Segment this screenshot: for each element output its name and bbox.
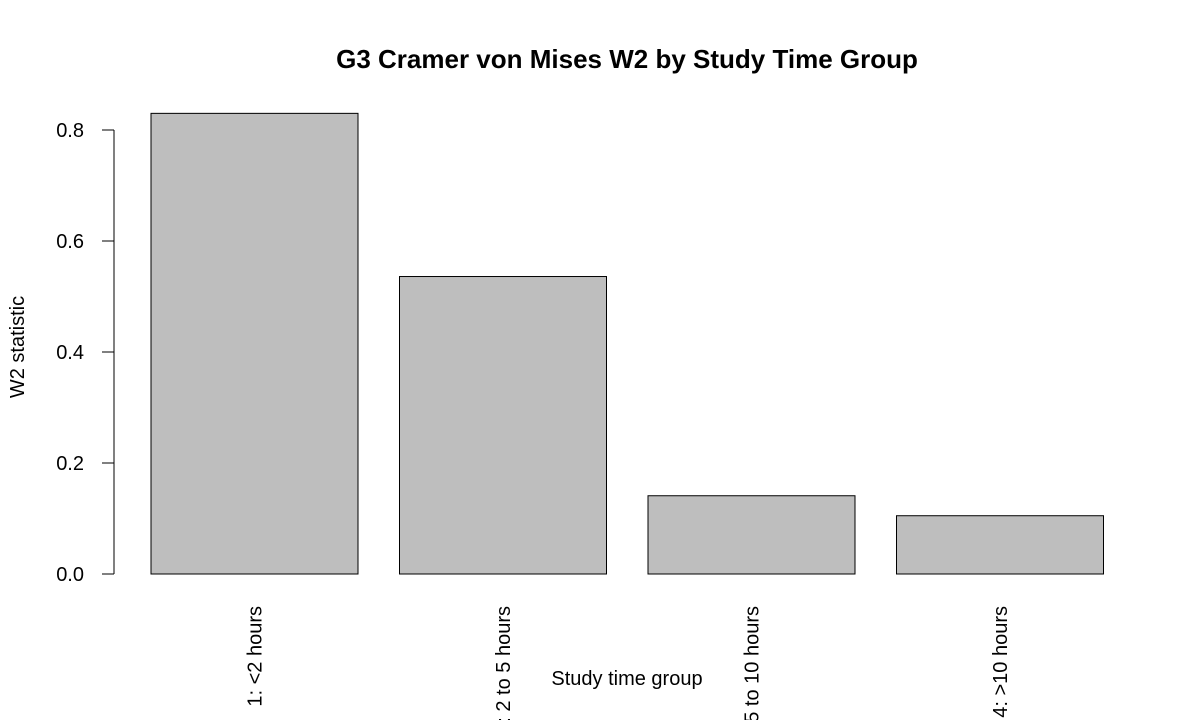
- chart-title: G3 Cramer von Mises W2 by Study Time Gro…: [336, 44, 918, 74]
- x-tick-label: 3: 5 to 10 hours: [742, 606, 764, 720]
- bar: [150, 112, 359, 575]
- y-tick-label: 0.6: [56, 231, 84, 253]
- x-axis-label: Study time group: [551, 668, 702, 690]
- bars-group: [150, 112, 1104, 575]
- bar: [647, 495, 856, 575]
- y-tick-label: 0.0: [56, 564, 84, 586]
- bar: [399, 276, 607, 575]
- x-tick-labels: 1: <2 hours 2: 2 to 5 hours 3: 5 to 10 hou…: [245, 606, 1013, 720]
- y-axis: 0.0 0.2 0.4 0.6 0.8: [56, 120, 115, 586]
- y-tick-label: 0.2: [56, 453, 84, 475]
- x-tick-label: 2: 2 to 5 hours: [493, 606, 515, 720]
- y-tick-label: 0.4: [56, 342, 84, 364]
- bar: [896, 515, 1104, 575]
- y-axis-label: W2 statistic: [7, 296, 29, 398]
- y-tick-label: 0.8: [56, 120, 84, 142]
- x-tick-label: 1: <2 hours: [245, 606, 267, 707]
- x-tick-label: 4: >10 hours: [990, 606, 1012, 718]
